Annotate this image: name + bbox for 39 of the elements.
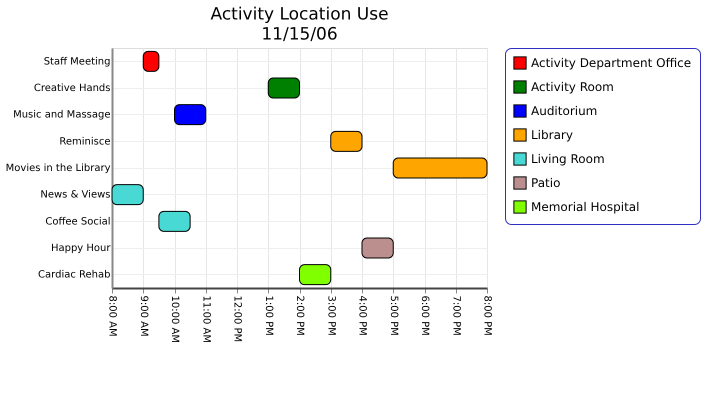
legend-label: Activity Room xyxy=(531,80,614,94)
y-tick-label: Music and Massage xyxy=(13,110,110,121)
bar xyxy=(174,104,206,126)
x-tick-label: 6:00 PM xyxy=(419,296,430,336)
x-tick-label: 5:00 PM xyxy=(388,296,399,336)
x-tick-label: 11:00 AM xyxy=(200,296,212,343)
bar xyxy=(299,264,332,286)
legend-label: Auditorium xyxy=(531,104,598,118)
y-tick-label: Cardiac Rehab xyxy=(38,270,110,281)
chart-subtitle: 11/15/06 xyxy=(261,24,338,44)
x-tick-label: 2:00 PM xyxy=(294,296,305,336)
y-tick-label: Staff Meeting xyxy=(44,56,110,68)
legend-label: Activity Department Office xyxy=(531,56,692,70)
y-tick-label: Reminisce xyxy=(59,136,110,148)
bar xyxy=(362,238,394,258)
bar xyxy=(158,210,191,232)
bar xyxy=(112,184,144,206)
y-tick-label: Creative Hands xyxy=(34,83,110,94)
x-tick-label: 9:00 AM xyxy=(138,296,149,337)
x-tick-label: 10:00 AM xyxy=(169,296,180,343)
legend-label: Memorial Hospital xyxy=(531,200,640,214)
x-tick-label: 8:00 PM xyxy=(482,296,492,336)
y-tick-label: Coffee Social xyxy=(45,216,110,228)
y-tick-label: Movies in the Library xyxy=(6,163,111,174)
legend-label: Patio xyxy=(531,176,560,190)
x-tick-label: 7:00 PM xyxy=(450,296,462,336)
y-tick-label: Happy Hour xyxy=(50,243,112,254)
chart-title: Activity Location Use xyxy=(210,4,389,24)
legend-label: Library xyxy=(531,128,573,142)
x-tick-label: 12:00 PM xyxy=(232,296,242,342)
bar xyxy=(392,158,488,178)
x-tick-label: 8:00 AM xyxy=(106,296,118,337)
legend-label: Living Room xyxy=(531,152,605,166)
x-tick-label: 3:00 PM xyxy=(325,296,336,336)
bar xyxy=(330,130,362,152)
bar xyxy=(268,78,300,98)
x-tick-label: 1:00 PM xyxy=(262,296,274,336)
x-tick-label: 4:00 PM xyxy=(356,296,368,336)
y-tick-label: News & Views xyxy=(40,190,110,201)
